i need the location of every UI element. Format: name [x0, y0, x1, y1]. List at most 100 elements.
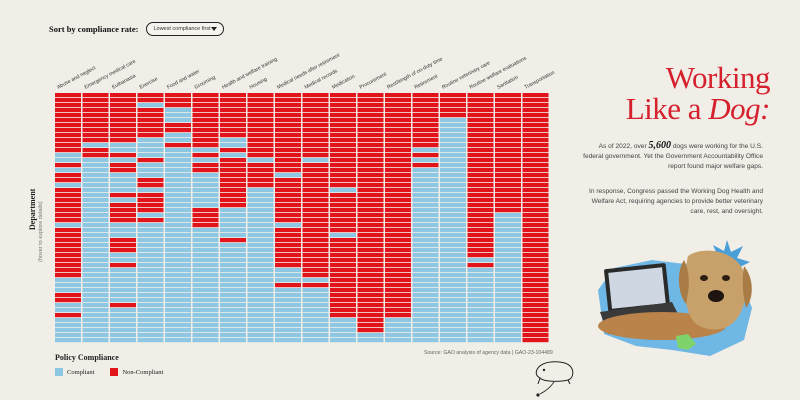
cell-compliant[interactable]: [165, 153, 191, 158]
cell-noncompliant[interactable]: [357, 298, 384, 303]
cell-noncompliant[interactable]: [247, 118, 274, 123]
cell-noncompliant[interactable]: [165, 98, 191, 103]
cell-noncompliant[interactable]: [522, 203, 549, 208]
cell-compliant[interactable]: [110, 173, 136, 178]
cell-noncompliant[interactable]: [495, 168, 521, 173]
cell-compliant[interactable]: [137, 223, 164, 228]
cell-noncompliant[interactable]: [192, 153, 219, 158]
cell-compliant[interactable]: [440, 313, 466, 318]
cell-noncompliant[interactable]: [275, 188, 301, 193]
cell-compliant[interactable]: [192, 193, 219, 198]
cell-compliant[interactable]: [165, 223, 191, 228]
cell-compliant[interactable]: [165, 323, 191, 328]
cell-noncompliant[interactable]: [467, 243, 494, 248]
cell-noncompliant[interactable]: [357, 318, 384, 323]
cell-noncompliant[interactable]: [330, 158, 356, 163]
cell-noncompliant[interactable]: [302, 153, 329, 158]
cell-compliant[interactable]: [137, 213, 164, 218]
cell-noncompliant[interactable]: [110, 128, 136, 133]
cell-compliant[interactable]: [165, 148, 191, 153]
cell-compliant[interactable]: [467, 318, 494, 323]
cell-noncompliant[interactable]: [247, 153, 274, 158]
cell-compliant[interactable]: [55, 308, 81, 313]
cell-compliant[interactable]: [192, 253, 219, 258]
cell-noncompliant[interactable]: [495, 208, 521, 213]
cell-noncompliant[interactable]: [330, 128, 356, 133]
cell-compliant[interactable]: [82, 273, 109, 278]
cell-compliant[interactable]: [165, 273, 191, 278]
cell-compliant[interactable]: [412, 333, 439, 338]
cell-compliant[interactable]: [440, 298, 466, 303]
cell-noncompliant[interactable]: [55, 143, 81, 148]
cell-compliant[interactable]: [82, 323, 109, 328]
cell-noncompliant[interactable]: [330, 293, 356, 298]
cell-compliant[interactable]: [55, 323, 81, 328]
cell-compliant[interactable]: [247, 223, 274, 228]
cell-compliant[interactable]: [165, 198, 191, 203]
cell-noncompliant[interactable]: [275, 213, 301, 218]
cell-compliant[interactable]: [247, 218, 274, 223]
cell-noncompliant[interactable]: [220, 133, 246, 138]
cell-noncompliant[interactable]: [137, 218, 164, 223]
heatmap-column[interactable]: [357, 93, 384, 343]
cell-compliant[interactable]: [440, 328, 466, 333]
cell-noncompliant[interactable]: [192, 113, 219, 118]
cell-compliant[interactable]: [440, 238, 466, 243]
cell-noncompliant[interactable]: [385, 293, 411, 298]
cell-noncompliant[interactable]: [330, 108, 356, 113]
cell-compliant[interactable]: [110, 333, 136, 338]
cell-compliant[interactable]: [137, 263, 164, 268]
cell-noncompliant[interactable]: [357, 203, 384, 208]
cell-noncompliant[interactable]: [467, 98, 494, 103]
cell-noncompliant[interactable]: [302, 103, 329, 108]
cell-compliant[interactable]: [275, 308, 301, 313]
cell-noncompliant[interactable]: [220, 193, 246, 198]
cell-noncompliant[interactable]: [192, 98, 219, 103]
cell-noncompliant[interactable]: [55, 313, 81, 318]
cell-compliant[interactable]: [302, 308, 329, 313]
cell-compliant[interactable]: [165, 188, 191, 193]
cell-noncompliant[interactable]: [522, 248, 549, 253]
cell-compliant[interactable]: [412, 183, 439, 188]
cell-compliant[interactable]: [82, 298, 109, 303]
cell-noncompliant[interactable]: [412, 153, 439, 158]
cell-compliant[interactable]: [467, 313, 494, 318]
cell-compliant[interactable]: [82, 303, 109, 308]
cell-compliant[interactable]: [302, 288, 329, 293]
cell-noncompliant[interactable]: [192, 223, 219, 228]
cell-noncompliant[interactable]: [330, 213, 356, 218]
cell-noncompliant[interactable]: [440, 103, 466, 108]
cell-compliant[interactable]: [467, 298, 494, 303]
cell-noncompliant[interactable]: [55, 118, 81, 123]
cell-compliant[interactable]: [330, 323, 356, 328]
cell-noncompliant[interactable]: [467, 253, 494, 258]
cell-compliant[interactable]: [495, 263, 521, 268]
cell-compliant[interactable]: [55, 318, 81, 323]
cell-noncompliant[interactable]: [55, 173, 81, 178]
cell-noncompliant[interactable]: [192, 128, 219, 133]
cell-noncompliant[interactable]: [330, 218, 356, 223]
cell-noncompliant[interactable]: [110, 123, 136, 128]
cell-noncompliant[interactable]: [467, 168, 494, 173]
cell-noncompliant[interactable]: [110, 153, 136, 158]
cell-compliant[interactable]: [467, 273, 494, 278]
cell-compliant[interactable]: [247, 313, 274, 318]
cell-compliant[interactable]: [302, 303, 329, 308]
cell-noncompliant[interactable]: [357, 113, 384, 118]
cell-noncompliant[interactable]: [192, 108, 219, 113]
cell-noncompliant[interactable]: [302, 243, 329, 248]
cell-noncompliant[interactable]: [357, 278, 384, 283]
cell-compliant[interactable]: [82, 248, 109, 253]
cell-noncompliant[interactable]: [302, 283, 329, 288]
cell-noncompliant[interactable]: [467, 103, 494, 108]
cell-noncompliant[interactable]: [467, 248, 494, 253]
cell-noncompliant[interactable]: [440, 113, 466, 118]
cell-noncompliant[interactable]: [110, 168, 136, 173]
cell-noncompliant[interactable]: [495, 93, 521, 98]
cell-noncompliant[interactable]: [302, 128, 329, 133]
cell-compliant[interactable]: [110, 288, 136, 293]
cell-noncompliant[interactable]: [137, 108, 164, 113]
cell-noncompliant[interactable]: [357, 118, 384, 123]
cell-noncompliant[interactable]: [275, 123, 301, 128]
